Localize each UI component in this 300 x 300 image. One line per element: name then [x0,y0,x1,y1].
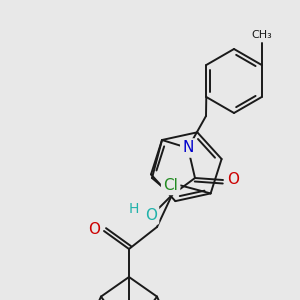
Text: O: O [145,208,157,223]
Text: H: H [129,202,139,216]
Text: O: O [227,172,239,188]
Text: CH₃: CH₃ [251,30,272,40]
Text: N: N [182,140,194,155]
Text: Cl: Cl [163,178,178,193]
Text: O: O [88,221,100,236]
